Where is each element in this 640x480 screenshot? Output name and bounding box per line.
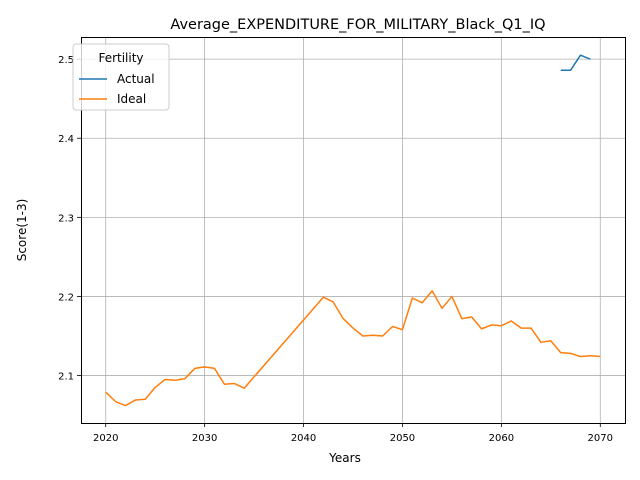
plot-frame [81, 37, 626, 424]
legend-entry-actual: Actual [117, 72, 155, 86]
grid [81, 37, 625, 423]
legend: Fertility Actual Ideal [72, 43, 170, 111]
y-tick-label: 2.1 [58, 372, 74, 383]
series-lines [105, 54, 601, 407]
y-tick-label: 2.2 [58, 292, 74, 303]
x-axis-label: Years [328, 451, 361, 465]
x-tick-label: 2050 [390, 433, 415, 444]
axis-ticks: 2020 2030 2040 2050 2060 2070 2.1 2.2 2.3 2.4 2.5 [58, 55, 613, 444]
x-tick-label: 2070 [588, 433, 613, 444]
x-tick-label: 2060 [489, 433, 514, 444]
x-tick-label: 2030 [192, 433, 217, 444]
legend-entry-ideal: Ideal [117, 92, 146, 106]
x-tick-label: 2020 [93, 433, 118, 444]
y-tick-label: 2.3 [58, 213, 74, 224]
y-tick-label: 2.4 [58, 134, 74, 145]
y-tick-label: 2.5 [58, 55, 74, 66]
legend-title: Fertility [98, 51, 143, 65]
x-tick-label: 2040 [291, 433, 316, 444]
series-line-ideal [105, 290, 601, 407]
series-line-actual [560, 54, 591, 71]
legend-box [72, 43, 170, 111]
chart-title: Average_EXPENDITURE_FOR_MILITARY_Black_Q… [170, 17, 545, 33]
y-axis-label: Score(1-3) [15, 199, 29, 262]
